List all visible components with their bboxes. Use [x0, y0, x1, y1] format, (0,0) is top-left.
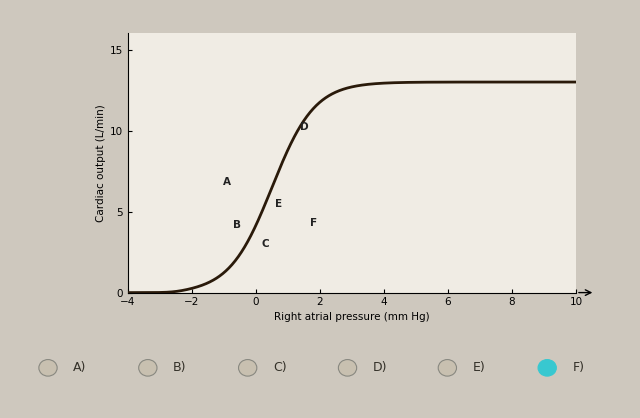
Text: E): E): [473, 361, 486, 375]
Text: C: C: [262, 239, 269, 249]
Y-axis label: Cardiac output (L/min): Cardiac output (L/min): [96, 104, 106, 222]
Text: A: A: [223, 178, 231, 187]
Text: B: B: [233, 219, 241, 229]
Text: A): A): [74, 361, 86, 375]
X-axis label: Right atrial pressure (mm Hg): Right atrial pressure (mm Hg): [274, 312, 430, 321]
Text: F: F: [310, 218, 317, 228]
Text: D): D): [372, 361, 387, 375]
Text: B): B): [173, 361, 187, 375]
Text: D: D: [300, 122, 308, 133]
Text: E: E: [275, 199, 282, 209]
Text: C): C): [273, 361, 287, 375]
Text: F): F): [573, 361, 585, 375]
